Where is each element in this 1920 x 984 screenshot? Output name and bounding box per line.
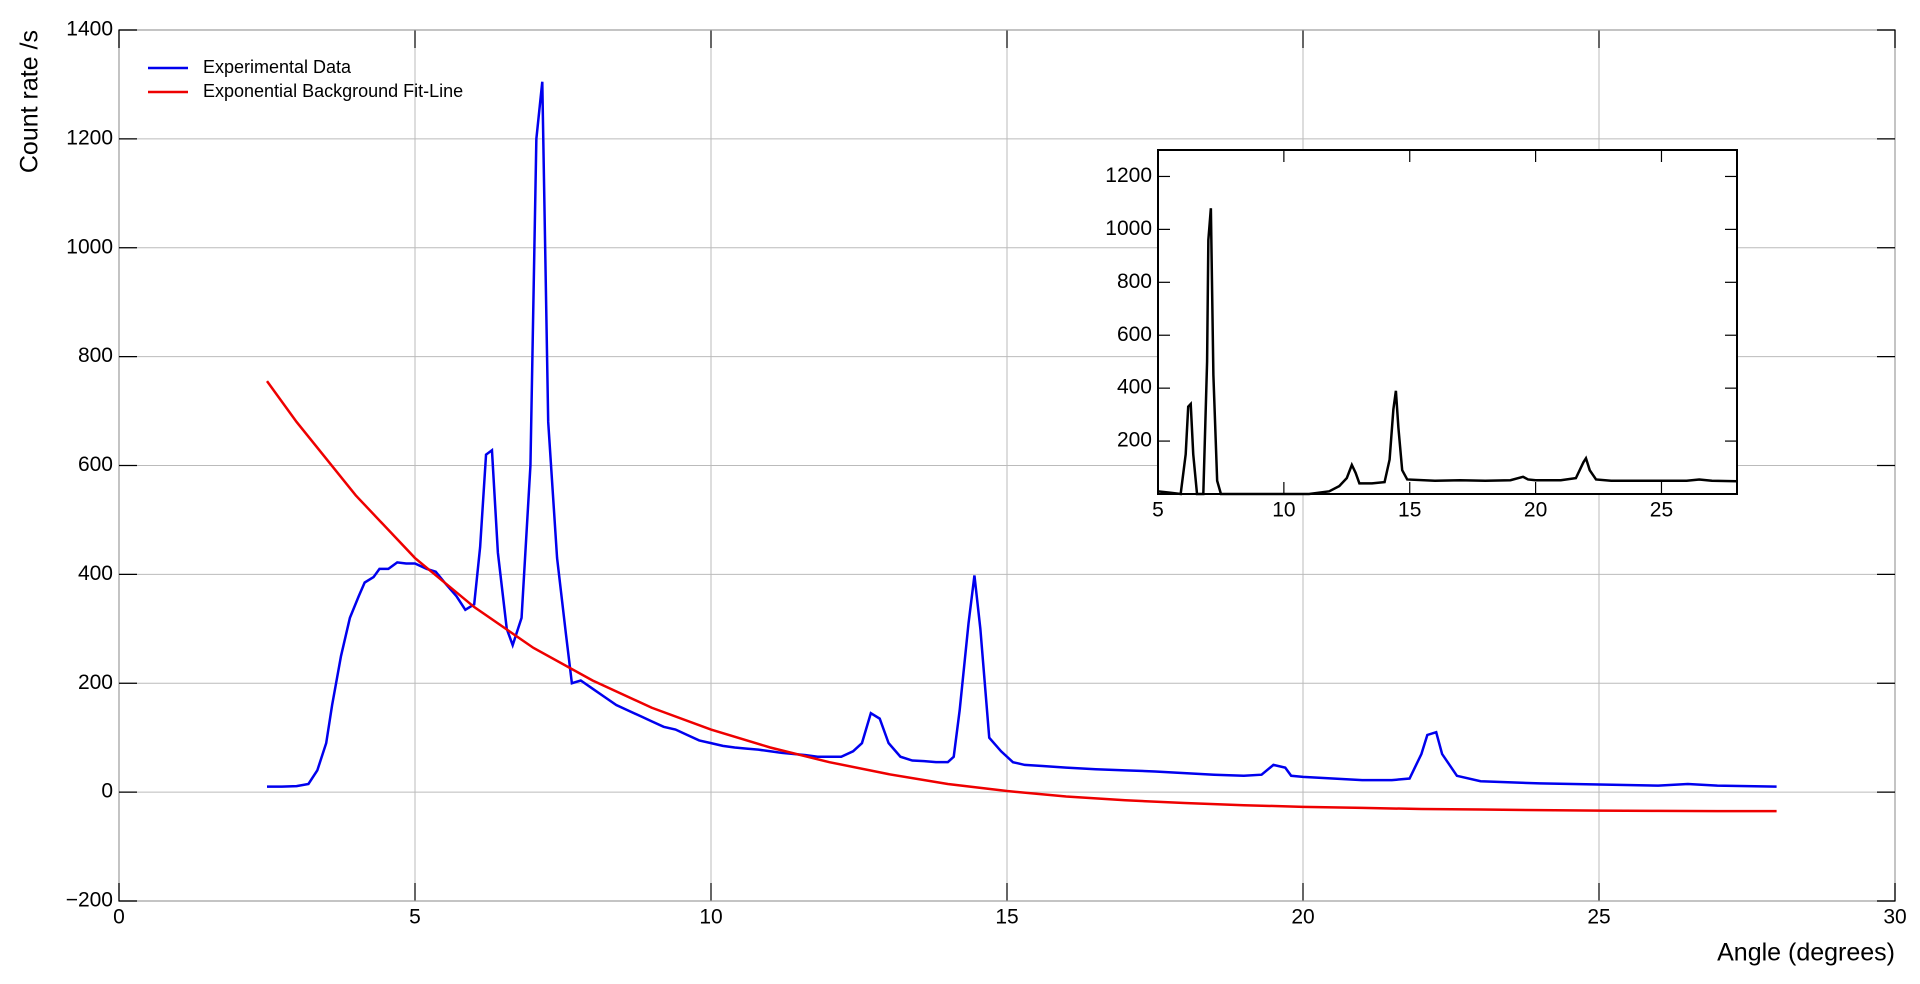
y-tick-label: 200 [1117,429,1152,452]
y-tick-label: 1000 [1105,217,1152,240]
y-tick-label: 0 [101,780,113,803]
y-tick-label: 1000 [66,235,113,258]
y-tick-label: 1400 [66,18,113,41]
x-axis-label: Angle (degrees) [1717,939,1895,967]
y-tick-label: −200 [66,889,113,912]
y-tick-label: 1200 [1105,164,1152,187]
data-line [1157,208,1738,496]
data-line [265,380,1777,813]
x-tick-label: 15 [995,906,1018,929]
x-tick-label: 0 [113,906,125,929]
y-tick-label: 800 [1117,270,1152,293]
x-tick-label: 25 [1650,499,1673,522]
y-tick-label: 400 [1117,376,1152,399]
x-tick-label: 5 [409,906,421,929]
x-tick-label: 10 [699,906,722,929]
x-tick-label: 15 [1398,499,1421,522]
x-tick-label: 20 [1291,906,1314,929]
y-axis-label: Count rate /s [16,30,44,173]
x-tick-label: 20 [1524,499,1547,522]
legend-label: Experimental Data [203,57,352,77]
y-tick-label: 200 [78,671,113,694]
data-line [267,81,1777,788]
plot-frame [1157,149,1738,495]
x-tick-label: 25 [1587,906,1610,929]
y-tick-label: 400 [78,562,113,585]
y-tick-label: 1200 [66,126,113,149]
y-tick-label: 600 [78,453,113,476]
x-tick-label: 5 [1152,499,1164,522]
x-tick-label: 30 [1883,906,1906,929]
y-tick-label: 800 [78,344,113,367]
x-tick-label: 10 [1272,499,1295,522]
legend-label: Exponential Background Fit-Line [203,81,463,101]
y-tick-label: 600 [1117,323,1152,346]
